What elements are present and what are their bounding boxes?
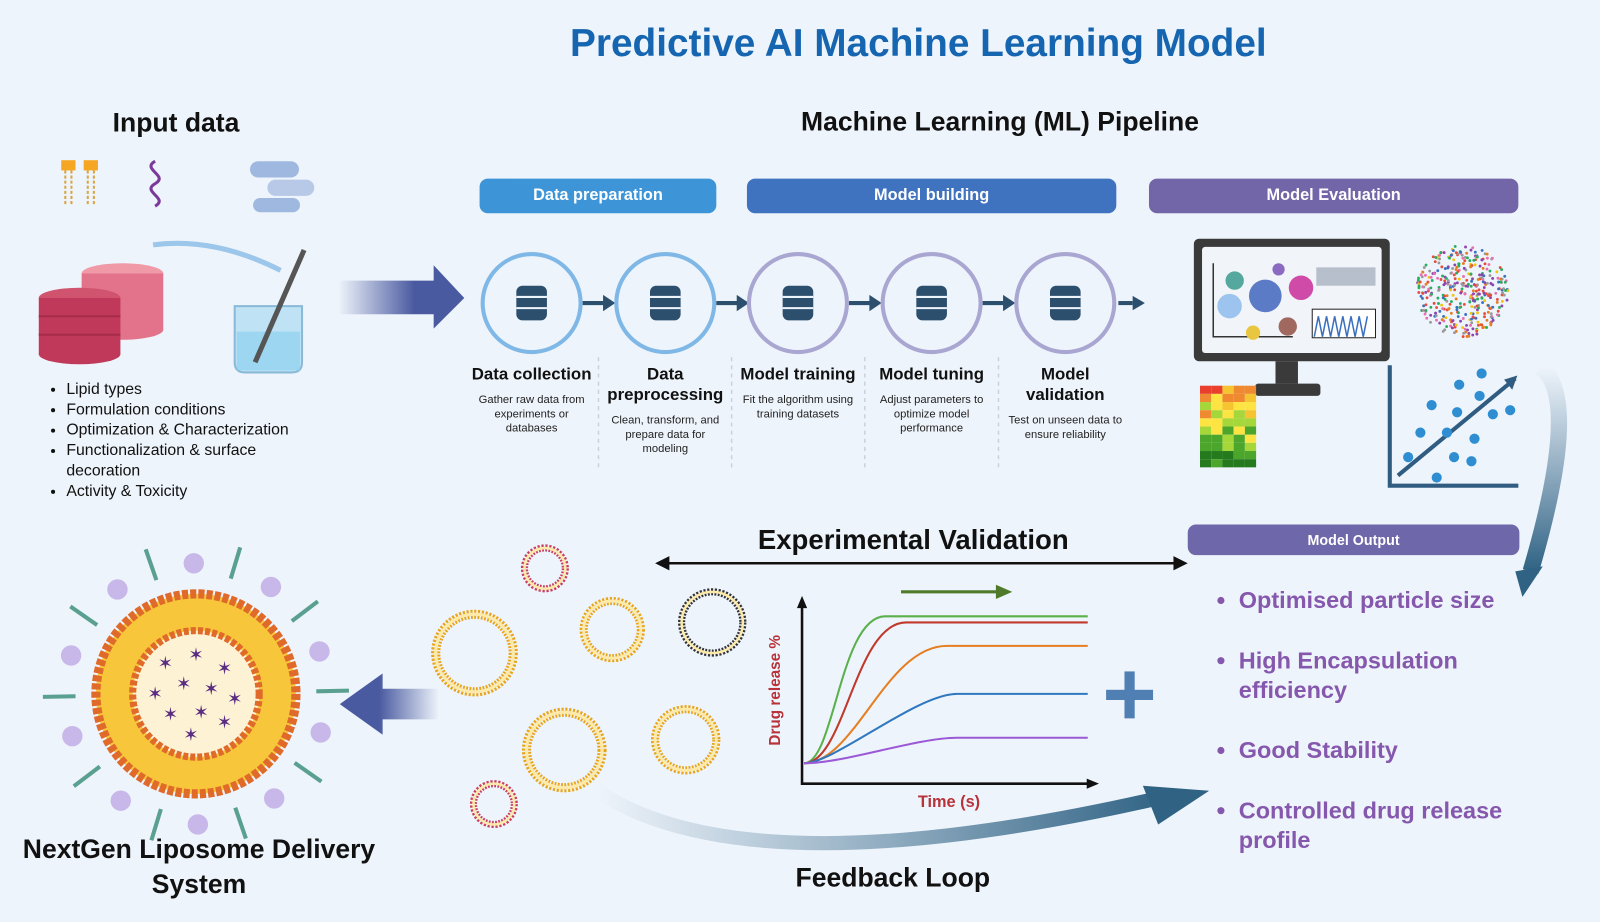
step-arrow <box>716 294 749 312</box>
liposome-label: NextGen Liposome Delivery System <box>22 833 376 899</box>
drug-star-icon: ✶ <box>163 703 178 724</box>
capsules-icon <box>249 161 315 213</box>
step-name: Model training <box>740 365 856 384</box>
step-description: Test on unseen data to ensure reliabilit… <box>1008 414 1123 441</box>
database-gear-icon <box>746 252 849 355</box>
drug-star-icon: ✶ <box>193 701 208 722</box>
drug-star-icon: ✶ <box>176 673 191 694</box>
drug-star-icon: ✶ <box>204 678 219 699</box>
input-item: Functionalization & surface decoration <box>66 441 331 482</box>
feedback-loop-arrow <box>592 784 1170 851</box>
output-to-liposome-arrow <box>339 673 439 735</box>
drug-release-plot <box>796 584 1099 789</box>
drug-star-icon: ✶ <box>227 688 242 709</box>
experimental-validation-heading: Experimental Validation <box>757 524 1069 556</box>
pipeline-step: Model validation Test on unseen data to e… <box>1004 364 1126 442</box>
heatmap-icon <box>1199 385 1257 468</box>
database-filter-icon <box>614 252 717 355</box>
input-item: Formulation conditions <box>66 400 331 420</box>
input-arrow <box>338 265 465 329</box>
input-item: Optimization & Characterization <box>66 420 331 440</box>
pipette-icon <box>152 240 282 273</box>
output-item: Controlled drug release profile <box>1239 796 1539 855</box>
step-description: Fit the algorithm using training dataset… <box>742 393 854 421</box>
step-description: Adjust parameters to optimize model perf… <box>879 393 984 435</box>
liposome-icon <box>579 596 645 663</box>
step-description: Gather raw data from experiments or data… <box>478 393 585 435</box>
pipeline-heading: Machine Learning (ML) Pipeline <box>800 106 1199 137</box>
liposome-icon <box>520 544 569 593</box>
drug-star-icon: ✶ <box>147 683 162 704</box>
output-item: Good Stability <box>1239 736 1539 766</box>
phase-model-evaluation: Model Evaluation <box>1148 178 1519 214</box>
pipeline-step: Data collection Gather raw data from expe… <box>470 364 592 435</box>
step-name: Model tuning <box>879 365 985 384</box>
liposome-illustration: ✶ ✶✶✶ ✶ ✶ ✶✶ ✶ ✶✶ <box>42 546 349 841</box>
cluster-plot-icon <box>1416 245 1510 339</box>
drug-star-icon: ✶ <box>217 657 232 678</box>
step-arrow <box>582 294 616 312</box>
gear-check-icon <box>1014 252 1117 355</box>
model-output-pill: Model Output <box>1187 524 1520 556</box>
input-item: Lipid types <box>66 380 331 400</box>
output-item: High Encapsulation efficiency <box>1239 646 1539 705</box>
step-name: Data collection <box>471 365 592 384</box>
drug-star-icon: ✶ <box>217 712 232 733</box>
y-axis-label: Drug release % <box>766 635 785 746</box>
liposome-icon <box>651 705 721 775</box>
phase-data-preparation: Data preparation <box>479 178 717 214</box>
input-heading: Input data <box>112 107 240 138</box>
liposome-icon <box>678 588 747 657</box>
beaker-icon <box>233 248 307 374</box>
input-list: Lipid types Formulation conditions Optim… <box>46 380 332 502</box>
database-document-icon <box>480 252 583 355</box>
step-name: Model validation <box>1025 365 1105 405</box>
step-arrow <box>982 294 1016 312</box>
x-axis-label: Time (s) <box>917 793 981 812</box>
output-item: Optimised particle size <box>1239 586 1539 616</box>
regression-plot-icon <box>1387 365 1519 488</box>
liposome-icon <box>431 609 518 697</box>
monitor-icon <box>1193 238 1390 396</box>
drug-star-icon: ✶ <box>183 724 198 745</box>
plus-icon <box>1106 671 1154 719</box>
database-icon <box>38 263 164 365</box>
lipid-icon <box>61 160 98 207</box>
drug-star-icon: ✶ <box>188 644 203 665</box>
gear-sliders-icon <box>880 252 983 355</box>
pipeline-step: Data preprocessing Clean, transform, and … <box>604 364 726 456</box>
rna-strand-icon <box>149 159 161 208</box>
model-output-list: Optimised particle size High Encapsulati… <box>1212 586 1539 886</box>
pipeline-step: Model training Fit the algorithm using tr… <box>737 364 859 421</box>
phase-model-building: Model building <box>746 178 1117 214</box>
input-item: Activity & Toxicity <box>66 482 331 502</box>
step-description: Clean, transform, and prepare data for m… <box>611 414 720 456</box>
feedback-loop-label: Feedback Loop <box>795 862 991 893</box>
liposome-icon <box>469 780 518 829</box>
step-arrow <box>848 294 882 312</box>
evaluation-to-output-arrow <box>1522 360 1568 574</box>
liposome-icon <box>521 707 607 793</box>
pipeline-step: Model tuning Adjust parameters to optimiz… <box>870 364 992 435</box>
drug-star-icon: ✶ <box>158 652 173 673</box>
page-title: Predictive AI Machine Learning Model <box>570 22 1267 66</box>
step-name: Data preprocessing <box>607 365 724 405</box>
